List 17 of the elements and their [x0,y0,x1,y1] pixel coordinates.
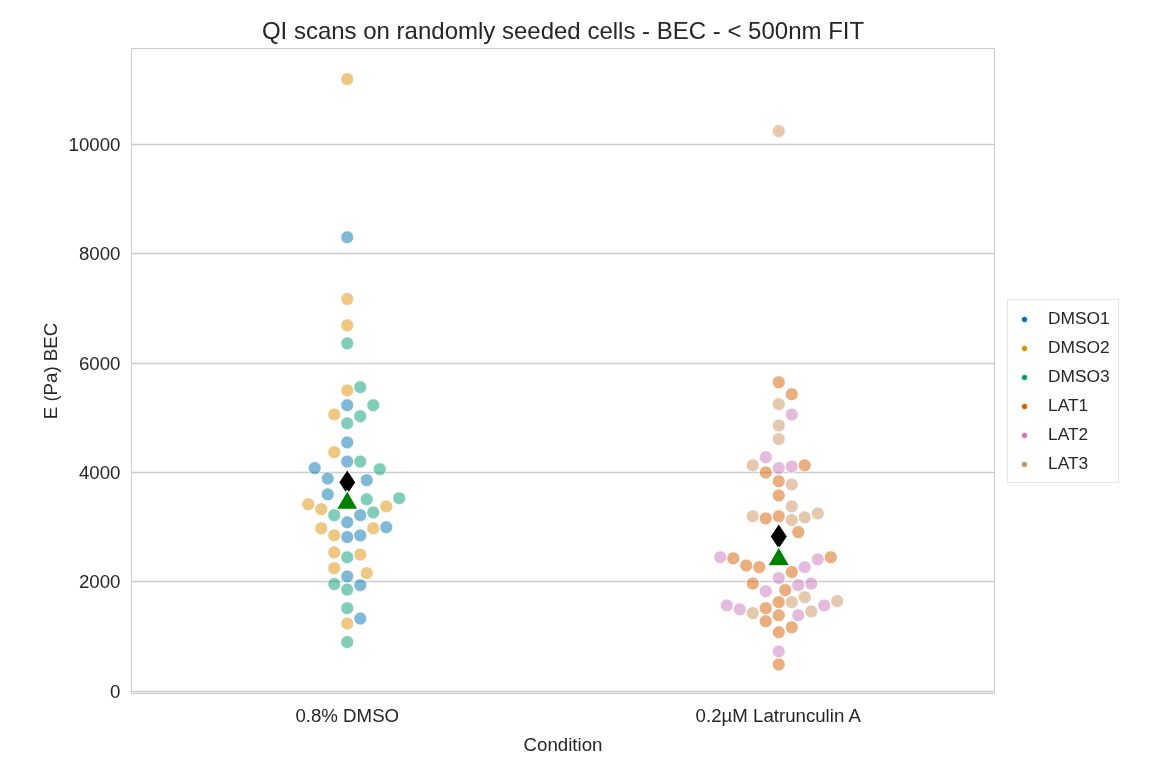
y-tick-label: 2000 [79,571,121,593]
chart-title: QI scans on randomly seeded cells - BEC - < 500nm FIT [261,16,865,44]
x-tick-label: 0.8% DMSO [295,704,400,726]
legend-label: LAT3 [1048,453,1089,474]
x-axis-title: Condition [523,733,603,755]
y-axis-title: E (Pa) BEC [39,322,61,420]
legend-label: DMSO2 [1048,337,1110,358]
legend-label: LAT2 [1048,424,1089,445]
x-tick-label: 0.2µM Latrunculin A [695,704,862,726]
y-tick-label: 0 [110,680,121,702]
y-tick-label: 4000 [79,461,121,483]
y-tick-label: 6000 [79,352,121,374]
legend-label: DMSO1 [1048,308,1110,329]
legend-label: LAT1 [1048,395,1089,416]
y-tick-label: 10000 [68,133,121,155]
legend-label: DMSO3 [1048,366,1110,387]
y-tick-label: 8000 [79,243,121,265]
